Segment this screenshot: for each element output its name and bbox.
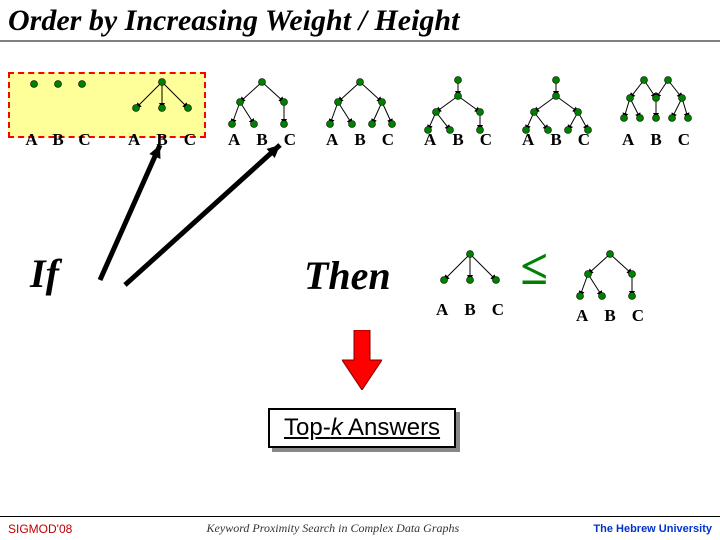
leaf-label: C <box>578 130 590 150</box>
tree: ABC <box>614 76 698 138</box>
leaf-label: B <box>256 130 267 150</box>
leaf-labels: ABC <box>428 300 512 320</box>
then-label: Then <box>304 252 391 299</box>
if-label: If <box>30 250 59 297</box>
topk-answers-box: Top-k Answers <box>268 408 456 448</box>
slide-title: Order by Increasing Weight / Height <box>0 0 720 42</box>
leaf-label: A <box>326 130 338 150</box>
slide-title-text: Order by Increasing Weight / Height <box>8 4 459 37</box>
leaf-label: A <box>622 130 634 150</box>
leaf-labels: ABC <box>416 130 500 150</box>
leaf-labels: ABC <box>120 130 204 150</box>
leaf-label: A <box>576 306 588 326</box>
leaf-label: C <box>184 130 196 150</box>
leaf-label: A <box>128 130 140 150</box>
down-arrow-icon <box>342 330 382 390</box>
leaf-label: B <box>156 130 167 150</box>
leaf-label: B <box>604 306 615 326</box>
footer-right: The Hebrew University <box>593 523 712 535</box>
leaf-label: C <box>480 130 492 150</box>
tree: ABC <box>416 76 500 138</box>
leaf-labels: ABC <box>18 130 98 150</box>
leaf-labels: ABC <box>318 130 402 150</box>
leaf-label: A <box>436 300 448 320</box>
tree: ABC <box>220 76 304 138</box>
leaf-label: B <box>650 130 661 150</box>
tree: ABC <box>428 248 512 304</box>
leaf-labels: ABC <box>514 130 598 150</box>
footer: SIGMOD'08 Keyword Proximity Search in Co… <box>0 516 720 540</box>
topk-pre: Top- <box>284 414 331 441</box>
leaf-label: A <box>424 130 436 150</box>
leaf-label: A <box>25 130 37 150</box>
leaf-label: C <box>382 130 394 150</box>
tree: ABC <box>514 76 598 138</box>
leaf-label: B <box>52 130 63 150</box>
footer-left: SIGMOD'08 <box>8 522 72 536</box>
topk-post: Answers <box>343 414 440 441</box>
leaf-label: B <box>452 130 463 150</box>
leaf-labels: ABC <box>614 130 698 150</box>
footer-mid: Keyword Proximity Search in Complex Data… <box>207 521 460 536</box>
leaf-label: B <box>354 130 365 150</box>
leaf-label: B <box>550 130 561 150</box>
leaf-label: A <box>228 130 240 150</box>
leaf-label: B <box>464 300 475 320</box>
leaf-label: C <box>78 130 90 150</box>
leaf-label: C <box>284 130 296 150</box>
leaf-label: A <box>522 130 534 150</box>
tree: ABC <box>318 76 402 138</box>
leaf-labels: ABC <box>568 306 652 326</box>
leaf-label: C <box>632 306 644 326</box>
tree: ABC <box>120 76 204 132</box>
tree: ABC <box>18 76 98 132</box>
topk-k: k <box>331 414 343 441</box>
tree: ABC <box>568 248 652 310</box>
leaf-label: C <box>678 130 690 150</box>
leaf-labels: ABC <box>220 130 304 150</box>
leq-symbol: ≤ <box>520 238 547 296</box>
leaf-label: C <box>492 300 504 320</box>
